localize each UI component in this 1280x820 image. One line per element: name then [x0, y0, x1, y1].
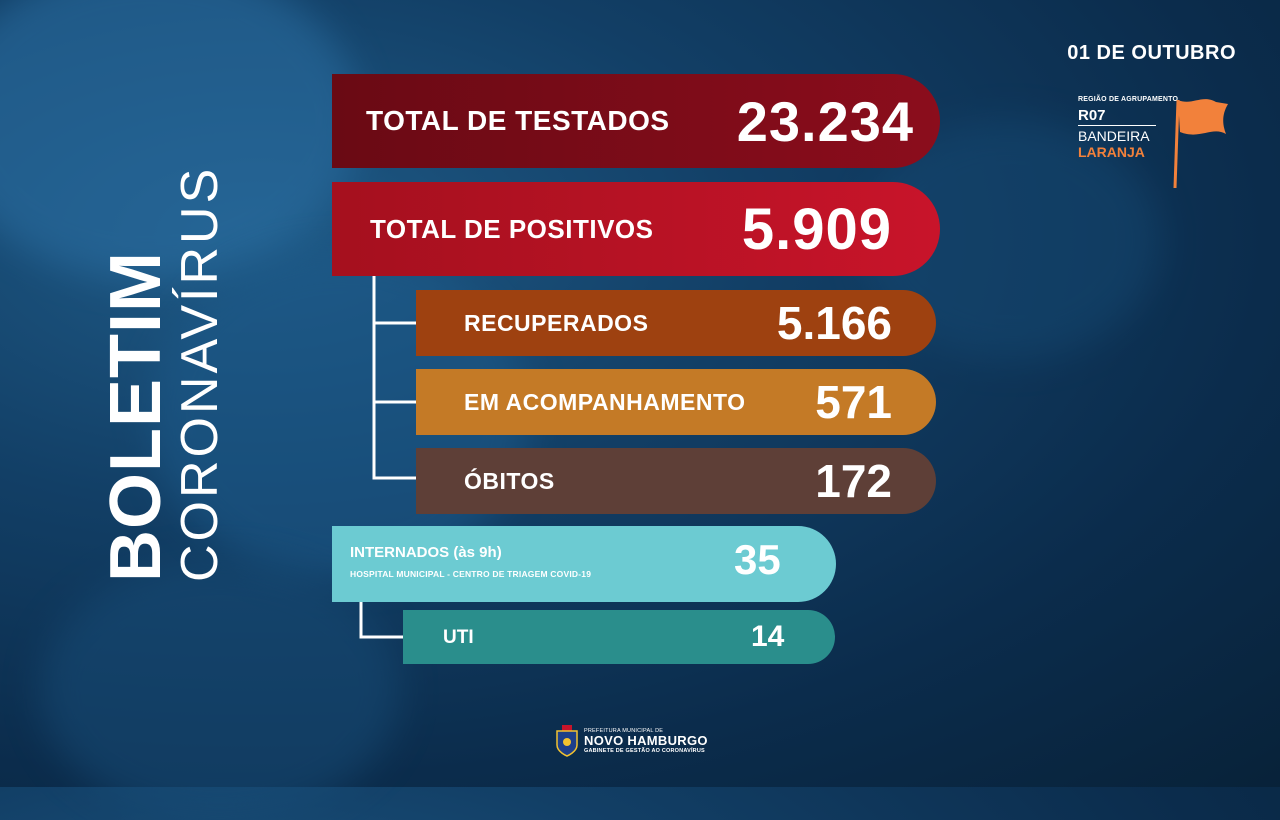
background-blur: [40, 560, 400, 820]
region-badge: REGIÃO DE AGRUPAMENTO R07 BANDEIRA LARAN…: [1078, 96, 1238, 192]
uti-label: UTI: [443, 627, 474, 648]
region-flag-color: LARANJA: [1078, 144, 1145, 160]
uti-value: 14: [751, 620, 785, 653]
positivos-label: TOTAL DE POSITIVOS: [370, 213, 654, 244]
acompanhamento-bar: EM ACOMPANHAMENTO 571: [416, 369, 936, 435]
obitos-value: 172: [815, 455, 892, 507]
recuperados-label: RECUPERADOS: [464, 309, 649, 336]
testados-value: 23.234: [736, 89, 914, 153]
internados-label: INTERNADOS (às 9h): [350, 544, 502, 561]
logo-subtitle: GABINETE DE GESTÃO AO CORONAVÍRUS: [584, 748, 705, 754]
obitos-bar: ÓBITOS 172: [416, 448, 936, 514]
obitos-label: ÓBITOS: [464, 467, 555, 494]
region-code: R07: [1078, 107, 1156, 126]
recuperados-bar: RECUPERADOS 5.166: [416, 290, 936, 356]
internados-sublabel: HOSPITAL MUNICIPAL - CENTRO DE TRIAGEM C…: [350, 569, 592, 579]
orange-flag-icon: [1173, 99, 1228, 189]
internados-bar: INTERNADOS (às 9h) HOSPITAL MUNICIPAL - …: [332, 526, 836, 602]
total-testados-bar: TOTAL DE TESTADOS 23.234: [332, 74, 940, 168]
region-flag-word: BANDEIRA: [1078, 128, 1150, 144]
testados-label: TOTAL DE TESTADOS: [366, 105, 670, 136]
logo-small-text: PREFEITURA MUNICIPAL DE: [584, 728, 664, 734]
city-crest-icon: [556, 725, 578, 757]
logo-city-name: NOVO HAMBURGO: [584, 733, 708, 748]
acompanhamento-label: EM ACOMPANHAMENTO: [464, 388, 746, 415]
positivos-value: 5.909: [741, 196, 892, 262]
recuperados-value: 5.166: [776, 297, 892, 349]
internados-value: 35: [734, 536, 781, 583]
region-small-label: REGIÃO DE AGRUPAMENTO: [1078, 96, 1179, 103]
city-logo: PREFEITURA MUNICIPAL DE NOVO HAMBURGO GA…: [556, 725, 708, 757]
uti-bar: UTI 14: [403, 610, 835, 664]
acompanhamento-value: 571: [815, 376, 892, 428]
total-positivos-bar: TOTAL DE POSITIVOS 5.909: [332, 182, 940, 276]
date-label: 01 DE OUTUBRO: [1067, 42, 1236, 64]
